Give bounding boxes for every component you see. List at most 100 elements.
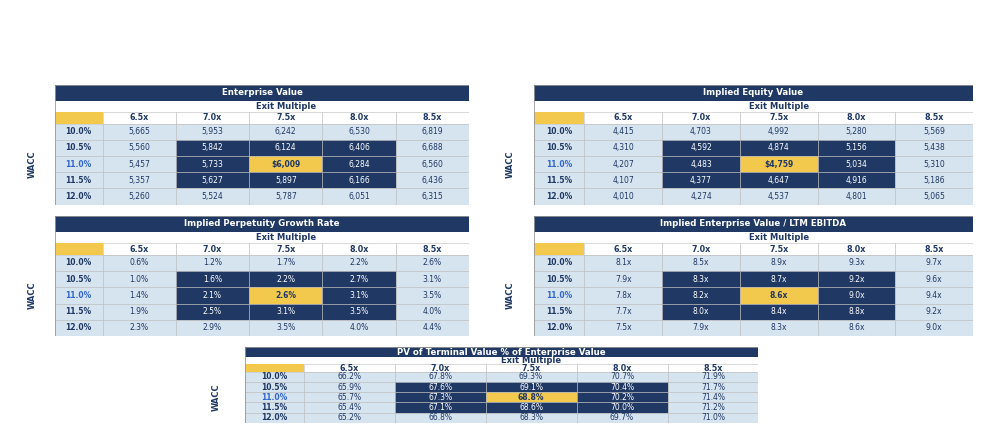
Bar [577,364,668,372]
Bar [103,287,176,303]
Bar [662,172,740,189]
Bar [534,216,973,232]
Bar [662,156,740,172]
Bar [322,320,396,336]
Bar [534,85,973,101]
Text: 1.2%: 1.2% [203,259,222,267]
Text: 7.5x: 7.5x [521,364,541,372]
Bar [55,271,103,287]
Text: 6,530: 6,530 [348,127,370,136]
Bar [817,140,895,156]
Bar [55,140,103,156]
Text: 12.0%: 12.0% [546,192,572,201]
Text: 8.1x: 8.1x [615,259,632,267]
Bar [577,372,668,382]
Bar [662,287,740,303]
Text: 7.5x: 7.5x [615,324,632,332]
Text: 8.3x: 8.3x [693,275,710,284]
Text: $6,009: $6,009 [271,160,300,169]
Bar [895,112,973,124]
Bar [740,112,817,124]
Bar [55,124,103,140]
Text: 6.5x: 6.5x [130,245,149,254]
Text: 71.0%: 71.0% [701,413,725,422]
Text: 2.6%: 2.6% [275,291,296,300]
Text: 5,310: 5,310 [923,160,945,169]
Bar [396,255,469,271]
Bar [585,101,973,112]
Text: 5,065: 5,065 [923,192,945,201]
Text: 4,415: 4,415 [613,127,634,136]
Text: 5,560: 5,560 [128,143,150,153]
Text: 71.9%: 71.9% [701,372,725,381]
Bar [585,320,662,336]
Bar [55,156,103,172]
Bar [322,243,396,255]
Text: 68.8%: 68.8% [518,393,544,402]
Bar [817,320,895,336]
Text: 5,186: 5,186 [923,176,945,185]
Bar [534,303,585,320]
Text: 67.1%: 67.1% [428,403,452,412]
Bar [486,413,577,423]
Bar [322,112,396,124]
Text: 11.0%: 11.0% [260,393,287,402]
Text: 7.5x: 7.5x [276,113,295,122]
Bar [245,382,303,392]
Bar [396,287,469,303]
Text: 8.5x: 8.5x [704,364,723,372]
Bar [662,140,740,156]
Text: 66.8%: 66.8% [428,413,452,422]
Text: 3.1%: 3.1% [276,307,295,316]
Text: 70.4%: 70.4% [610,383,634,392]
Text: 4,874: 4,874 [767,143,789,153]
Bar [577,402,668,413]
Text: 11.0%: 11.0% [66,160,92,169]
Bar [817,287,895,303]
Text: 4.4%: 4.4% [423,324,442,332]
Bar [103,320,176,336]
Bar [394,372,486,382]
Bar [103,101,469,112]
Bar [55,189,103,205]
Bar [585,140,662,156]
Text: 5,280: 5,280 [845,127,867,136]
Bar [303,357,758,364]
Text: 69.7%: 69.7% [610,413,634,422]
Bar [250,140,322,156]
Bar [668,413,758,423]
Bar [303,413,394,423]
Text: 11.5%: 11.5% [66,307,92,316]
Text: 4.0%: 4.0% [349,324,368,332]
Text: Exit Multiple: Exit Multiple [255,102,315,111]
Bar [662,271,740,287]
Text: 71.4%: 71.4% [701,393,725,402]
Text: 9.7x: 9.7x [926,259,942,267]
Bar [662,320,740,336]
Text: 12.0%: 12.0% [546,324,572,332]
Bar [103,156,176,172]
Bar [322,255,396,271]
Bar [534,112,585,124]
Text: Exit Multiple: Exit Multiple [255,233,315,242]
Bar [585,189,662,205]
Bar [103,255,176,271]
Text: 10.5%: 10.5% [66,143,92,153]
Bar [585,232,973,243]
Text: Sensitivity Analysis: Sensitivity Analysis [10,32,163,47]
Text: 1.9%: 1.9% [130,307,149,316]
Bar [176,172,250,189]
Bar [55,303,103,320]
Bar [322,271,396,287]
Bar [394,382,486,392]
Bar [585,255,662,271]
Bar [55,216,469,232]
Text: 8.0x: 8.0x [693,307,710,316]
Bar [577,413,668,423]
Text: 6,051: 6,051 [348,192,370,201]
Text: 4,647: 4,647 [767,176,789,185]
Text: 7.7x: 7.7x [615,307,632,316]
Bar [55,243,103,255]
Bar [176,320,250,336]
Bar [534,287,585,303]
